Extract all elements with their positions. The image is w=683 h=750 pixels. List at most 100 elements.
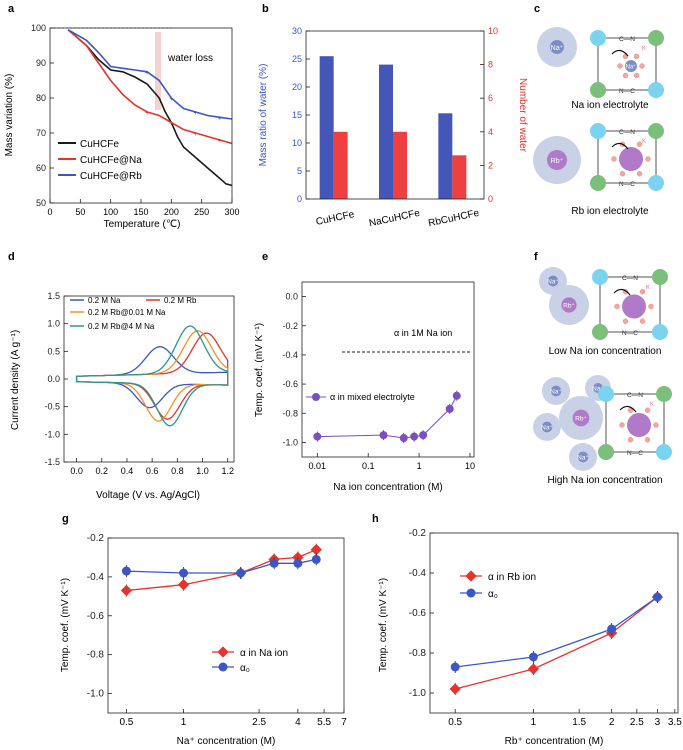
guest-ion [622,294,646,319]
bond-top: C—N [627,392,643,399]
ytick-a-70: 70 [36,128,46,138]
legend-marker-e [312,393,320,401]
point-h-alpha0-0 [450,662,460,672]
na-ion-core [550,40,564,54]
marker-a-1: + [194,131,198,138]
plot-frame-d [63,295,235,463]
na-ion-b-core [541,421,553,433]
na-ion-label: Na⁺ [551,45,564,52]
point-g-alpha0-2 [236,568,246,578]
ytick-g--0.2: -0.2 [87,533,105,544]
point-h-alpha-1 [527,663,540,675]
xtick-g-5.5: 5.5 [317,717,331,728]
marker-a-1: + [218,138,222,145]
metal-node-0 [590,30,606,46]
point-g-alpha-1 [177,579,190,591]
legend-label-d-na: 0.2 M Na [88,296,121,305]
legend-label-d-rb001: 0.2 M Rb@0.01 M Na [88,308,166,317]
low-na-ions: Na⁺ Rb⁺ [539,267,589,325]
legend-label-g-alpha: α in Na ion [240,648,288,659]
series-line-h-1 [455,596,658,668]
marker-a-2: + [169,96,173,103]
ytick-b-30: 30 [292,26,302,36]
xtick-g-0.5: 0.5 [119,717,133,728]
ytick-d--1.0: -1.0 [44,429,60,439]
ylabel-h: Temp. coef. (mV K⁻¹) [378,578,389,672]
water-molecule [633,53,640,60]
xtick-e-0.1: 0.1 [362,461,375,471]
ytick-b-5: 5 [297,166,302,176]
water-molecule [636,171,643,177]
legend-marker-h-alpha0 [466,588,476,598]
bond-bottom: N—C [619,181,635,188]
xtick-e-1: 1 [417,461,422,471]
chart-b: CuHCFe NaCuHCFe RbCuHCFe 0 5 10 15 20 25 30 0 2 4 6 8… [258,26,528,229]
point-g-alpha0-1 [179,568,189,578]
schematic-f: Na⁺Rb⁺ C—NN—CK Low Na ion concentration … [533,267,672,486]
xtick-d-1.0: 1.0 [196,466,209,476]
xtick-g-7: 7 [341,717,347,728]
marker-a-2: + [145,70,149,77]
bar-mass-0 [319,56,334,200]
ytick-e--0.8: -0.8 [282,408,298,418]
insertion-arrow [611,142,629,150]
xtick-h-3: 3 [655,717,661,728]
metal-node-1 [648,123,664,139]
bond-bottom: N—C [619,88,635,95]
water-molecule [639,289,646,295]
water-molecule [619,422,625,428]
water-molecule [622,72,629,79]
caption-c1: Na ion electrolyte [571,100,649,111]
reference-label-e: α in 1M Na ion [394,328,452,338]
panel-label-e: e [262,251,268,263]
xtick-d-0.8: 0.8 [171,466,184,476]
series-a-2 [67,29,233,120]
high-na-ions: Na⁺ Na⁺ Rb⁺ Na⁺ Na⁺ [533,375,611,471]
ytick-d-0.5: 0.5 [47,346,60,356]
caption-f1: Low Na ion concentration [549,346,662,357]
bar-number-2 [452,155,467,199]
point-e-1 [379,431,388,440]
metal-node-1 [652,269,668,285]
legend-label-na: CuHCFe@Na [80,155,142,166]
plot-frame-g [107,537,345,714]
water-molecule [644,407,651,413]
k-site-label: K [642,139,646,145]
series-line-e [317,395,458,439]
ytick-e--0.4: -0.4 [282,350,298,360]
chart-a: water loss ++++++++ 0 50 100 150 200 250 30050… [4,23,240,230]
legend-label-rb: CuHCFe@Rb [80,171,142,182]
legend-label-e: α in mixed electrolyte [330,392,415,402]
xtick-h-1: 1 [531,717,537,728]
legend-label-cuhcfe: CuHCFe [80,139,119,150]
water-molecule [639,63,645,69]
panel-label-c: c [534,3,540,15]
metal-node-2 [590,175,606,191]
rb-ion-core [561,297,577,313]
metal-node-2 [592,324,608,340]
xtick-g-2.5: 2.5 [252,717,266,728]
marker-a-2: + [194,110,198,117]
panel-label-a: a [8,3,15,15]
insertion-arrow [611,49,629,57]
ytick-d-1.5: 1.5 [47,291,60,301]
point-h-alpha0-3 [652,592,662,602]
category-label-2: RbCuHCFe [427,208,480,230]
na-ion-a-core [550,385,562,397]
point-h-alpha0-1 [528,652,538,662]
water-loss-band [155,32,161,110]
legend-marker-h-alpha [465,570,477,582]
ytick-right-b-6: 6 [488,93,493,103]
xtick-a-300: 300 [224,207,239,217]
ytick-g--0.6: -0.6 [87,611,105,622]
plot-frame-e [301,281,475,458]
xtick-a-0: 0 [47,207,52,217]
marker-a-1: + [169,121,173,128]
point-g-alpha0-5 [311,554,321,564]
caption-c2: Rb ion electrolyte [571,206,649,217]
lattice-frame-c2: C—N N—C K [590,123,664,191]
rb-ion-label: Rb⁺ [551,158,564,165]
point-e-0 [313,432,322,441]
series-line-h-0 [455,596,658,690]
